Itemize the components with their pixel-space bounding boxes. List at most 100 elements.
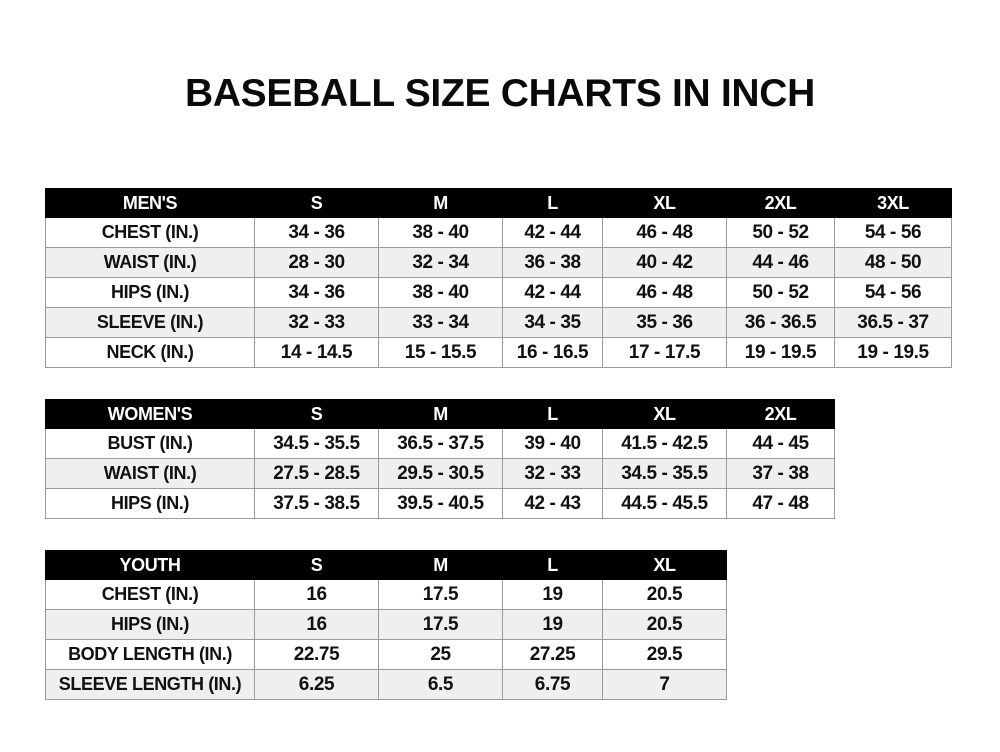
size-value: 6.25: [254, 669, 379, 700]
size-value: 34 - 36: [254, 217, 379, 248]
size-value: 19: [502, 579, 603, 610]
size-value: 44 - 45: [726, 428, 835, 459]
measurement-label: BUST (IN.): [45, 428, 255, 459]
size-header: L: [502, 550, 603, 580]
table-row: WAIST (IN.) 27.5 - 28.5 29.5 - 30.5 32 - 33…: [45, 458, 835, 489]
size-value: 17.5: [378, 579, 503, 610]
measurement-label: SLEEVE LENGTH (IN.): [45, 669, 255, 700]
category-header: YOUTH: [45, 550, 255, 580]
header-row: WOMEN'S S M L XL 2XL: [45, 399, 835, 429]
size-value: 38 - 40: [378, 217, 503, 248]
size-value: 15 - 15.5: [378, 337, 503, 368]
size-value: 36.5 - 37: [834, 307, 952, 338]
size-value: 46 - 48: [602, 277, 727, 308]
category-header: WOMEN'S: [45, 399, 255, 429]
size-value: 41.5 - 42.5: [602, 428, 727, 459]
size-value: 28 - 30: [254, 247, 379, 278]
table-row: HIPS (IN.) 37.5 - 38.5 39.5 - 40.5 42 - 43 4…: [45, 488, 835, 519]
size-value: 42 - 44: [502, 217, 603, 248]
table-row: BUST (IN.) 34.5 - 35.5 36.5 - 37.5 39 - 40 4…: [45, 428, 835, 459]
table-row: BODY LENGTH (IN.) 22.75 25 27.25 29.5: [45, 639, 727, 670]
size-value: 34 - 35: [502, 307, 603, 338]
size-value: 16: [254, 609, 379, 640]
size-value: 19: [502, 609, 603, 640]
size-value: 25: [378, 639, 503, 670]
size-value: 32 - 33: [502, 458, 603, 489]
size-value: 44 - 46: [726, 247, 835, 278]
size-header: M: [378, 188, 503, 218]
size-value: 19 - 19.5: [834, 337, 952, 368]
size-value: 34.5 - 35.5: [254, 428, 379, 459]
size-value: 16 - 16.5: [502, 337, 603, 368]
size-value: 32 - 33: [254, 307, 379, 338]
size-value: 54 - 56: [834, 277, 952, 308]
size-header: S: [254, 188, 379, 218]
size-value: 19 - 19.5: [726, 337, 835, 368]
header-row: MEN'S S M L XL 2XL 3XL: [45, 188, 952, 218]
size-header: S: [254, 399, 379, 429]
measurement-label: HIPS (IN.): [45, 488, 255, 519]
page-title: BASEBALL SIZE CHARTS IN INCH: [184, 72, 816, 115]
size-value: 38 - 40: [378, 277, 503, 308]
size-value: 34.5 - 35.5: [602, 458, 727, 489]
size-value: 32 - 34: [378, 247, 503, 278]
size-value: 17.5: [378, 609, 503, 640]
size-value: 50 - 52: [726, 217, 835, 248]
size-header: XL: [602, 550, 727, 580]
size-value: 36.5 - 37.5: [378, 428, 503, 459]
youth-size-table: YOUTH S M L XL CHEST (IN.) 16 17.5 19 20.5 HIPS (I…: [45, 550, 727, 700]
size-value: 42 - 44: [502, 277, 603, 308]
measurement-label: WAIST (IN.): [45, 247, 255, 278]
table-row: SLEEVE (IN.) 32 - 33 33 - 34 34 - 35 35 - 36…: [45, 307, 952, 338]
size-value: 20.5: [602, 579, 727, 610]
size-header: L: [502, 188, 603, 218]
size-value: 6.75: [502, 669, 603, 700]
size-value: 7: [602, 669, 727, 700]
size-value: 14 - 14.5: [254, 337, 379, 368]
measurement-label: NECK (IN.): [45, 337, 255, 368]
size-value: 39 - 40: [502, 428, 603, 459]
table-row: SLEEVE LENGTH (IN.) 6.25 6.5 6.75 7: [45, 669, 727, 700]
size-value: 27.5 - 28.5: [254, 458, 379, 489]
mens-size-table: MEN'S S M L XL 2XL 3XL CHEST (IN.) 34 - 36 38 - 4…: [45, 188, 952, 368]
measurement-label: HIPS (IN.): [45, 277, 255, 308]
measurement-label: BODY LENGTH (IN.): [45, 639, 255, 670]
measurement-label: CHEST (IN.): [45, 579, 255, 610]
table-row: WAIST (IN.) 28 - 30 32 - 34 36 - 38 40 - 42 4…: [45, 247, 952, 278]
size-value: 20.5: [602, 609, 727, 640]
size-value: 50 - 52: [726, 277, 835, 308]
measurement-label: CHEST (IN.): [45, 217, 255, 248]
size-value: 46 - 48: [602, 217, 727, 248]
size-value: 47 - 48: [726, 488, 835, 519]
size-value: 22.75: [254, 639, 379, 670]
size-value: 44.5 - 45.5: [602, 488, 727, 519]
size-header: M: [378, 399, 503, 429]
size-value: 40 - 42: [602, 247, 727, 278]
measurement-label: SLEEVE (IN.): [45, 307, 255, 338]
size-header: L: [502, 399, 603, 429]
measurement-label: HIPS (IN.): [45, 609, 255, 640]
size-value: 37.5 - 38.5: [254, 488, 379, 519]
size-value: 54 - 56: [834, 217, 952, 248]
size-value: 34 - 36: [254, 277, 379, 308]
size-header: XL: [602, 399, 727, 429]
size-value: 39.5 - 40.5: [378, 488, 503, 519]
size-header: M: [378, 550, 503, 580]
measurement-label: WAIST (IN.): [45, 458, 255, 489]
size-value: 36 - 38: [502, 247, 603, 278]
size-value: 35 - 36: [602, 307, 727, 338]
size-value: 27.25: [502, 639, 603, 670]
size-header: XL: [602, 188, 727, 218]
size-value: 37 - 38: [726, 458, 835, 489]
size-value: 48 - 50: [834, 247, 952, 278]
womens-size-table: WOMEN'S S M L XL 2XL BUST (IN.) 34.5 - 35.5 36.5…: [45, 399, 835, 519]
table-row: CHEST (IN.) 16 17.5 19 20.5: [45, 579, 727, 610]
size-header: 3XL: [834, 188, 952, 218]
header-row: YOUTH S M L XL: [45, 550, 727, 580]
size-header: 2XL: [726, 399, 835, 429]
table-row: NECK (IN.) 14 - 14.5 15 - 15.5 16 - 16.5 17 …: [45, 337, 952, 368]
table-row: CHEST (IN.) 34 - 36 38 - 40 42 - 44 46 - 48 5…: [45, 217, 952, 248]
size-value: 29.5 - 30.5: [378, 458, 503, 489]
size-value: 16: [254, 579, 379, 610]
size-header: 2XL: [726, 188, 835, 218]
